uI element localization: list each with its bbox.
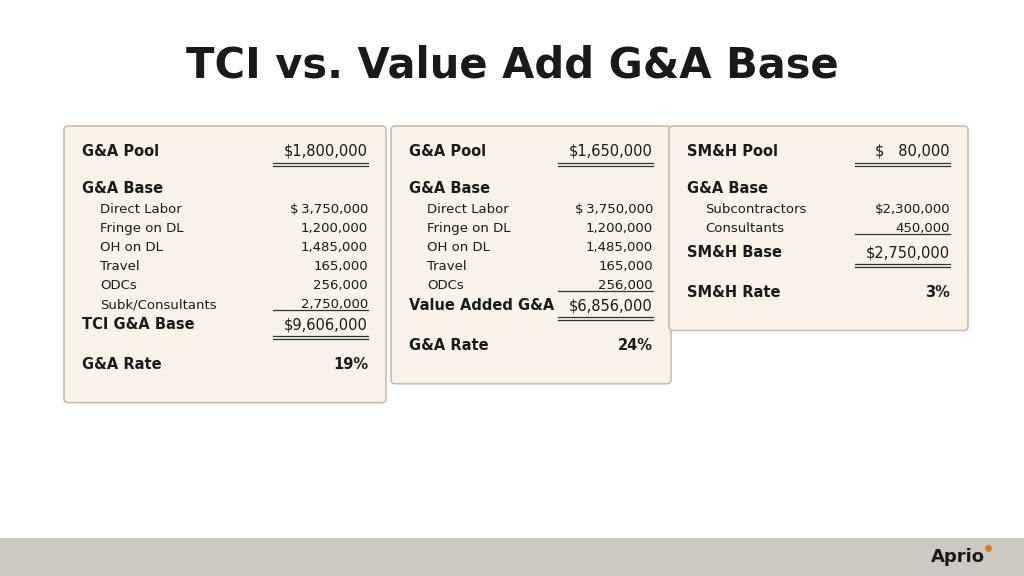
Text: ODCs: ODCs xyxy=(100,279,137,293)
Text: Value Added G&A: Value Added G&A xyxy=(409,298,554,313)
Text: $9,606,000: $9,606,000 xyxy=(284,317,368,332)
Text: OH on DL: OH on DL xyxy=(100,241,163,255)
Text: TCI vs. Value Add G&A Base: TCI vs. Value Add G&A Base xyxy=(185,45,839,87)
Text: $1,650,000: $1,650,000 xyxy=(569,144,653,159)
Text: 24%: 24% xyxy=(618,338,653,353)
Text: Subcontractors: Subcontractors xyxy=(705,203,806,217)
Text: 165,000: 165,000 xyxy=(598,260,653,274)
Text: SM&H Base: SM&H Base xyxy=(687,245,782,260)
Text: Subk/Consultants: Subk/Consultants xyxy=(100,298,217,312)
Text: TCI G&A Base: TCI G&A Base xyxy=(82,317,195,332)
Text: Fringe on DL: Fringe on DL xyxy=(100,222,183,236)
Text: $1,800,000: $1,800,000 xyxy=(284,144,368,159)
Text: G&A Pool: G&A Pool xyxy=(409,144,486,159)
Text: SM&H Rate: SM&H Rate xyxy=(687,285,780,300)
Text: Aprio: Aprio xyxy=(931,548,985,566)
Text: G&A Base: G&A Base xyxy=(82,181,163,196)
Text: ODCs: ODCs xyxy=(427,279,464,293)
Text: $6,856,000: $6,856,000 xyxy=(569,298,653,313)
FancyBboxPatch shape xyxy=(63,126,386,403)
Text: $ 3,750,000: $ 3,750,000 xyxy=(290,203,368,217)
FancyBboxPatch shape xyxy=(391,126,671,384)
Text: 2,750,000: 2,750,000 xyxy=(301,298,368,312)
Text: Fringe on DL: Fringe on DL xyxy=(427,222,511,236)
Text: 450,000: 450,000 xyxy=(896,222,950,236)
Text: 1,485,000: 1,485,000 xyxy=(301,241,368,255)
Text: Travel: Travel xyxy=(100,260,139,274)
FancyBboxPatch shape xyxy=(669,126,968,331)
Text: Direct Labor: Direct Labor xyxy=(100,203,181,217)
Text: Direct Labor: Direct Labor xyxy=(427,203,509,217)
Text: OH on DL: OH on DL xyxy=(427,241,489,255)
Text: G&A Pool: G&A Pool xyxy=(82,144,159,159)
Text: G&A Rate: G&A Rate xyxy=(82,357,162,372)
Text: G&A Rate: G&A Rate xyxy=(409,338,488,353)
Text: $2,750,000: $2,750,000 xyxy=(866,245,950,260)
Text: G&A Base: G&A Base xyxy=(409,181,490,196)
Text: G&A Base: G&A Base xyxy=(687,181,768,196)
Text: 1,485,000: 1,485,000 xyxy=(586,241,653,255)
Text: 256,000: 256,000 xyxy=(598,279,653,293)
Text: SM&H Pool: SM&H Pool xyxy=(687,144,778,159)
Text: 1,200,000: 1,200,000 xyxy=(301,222,368,236)
Text: $ 3,750,000: $ 3,750,000 xyxy=(574,203,653,217)
Text: 165,000: 165,000 xyxy=(313,260,368,274)
Text: 1,200,000: 1,200,000 xyxy=(586,222,653,236)
Bar xyxy=(0,538,1024,576)
Text: $   80,000: $ 80,000 xyxy=(876,144,950,159)
Text: 3%: 3% xyxy=(925,285,950,300)
Text: 19%: 19% xyxy=(333,357,368,372)
Text: Travel: Travel xyxy=(427,260,467,274)
Text: 256,000: 256,000 xyxy=(313,279,368,293)
Text: $2,300,000: $2,300,000 xyxy=(874,203,950,217)
Text: Consultants: Consultants xyxy=(705,222,784,236)
